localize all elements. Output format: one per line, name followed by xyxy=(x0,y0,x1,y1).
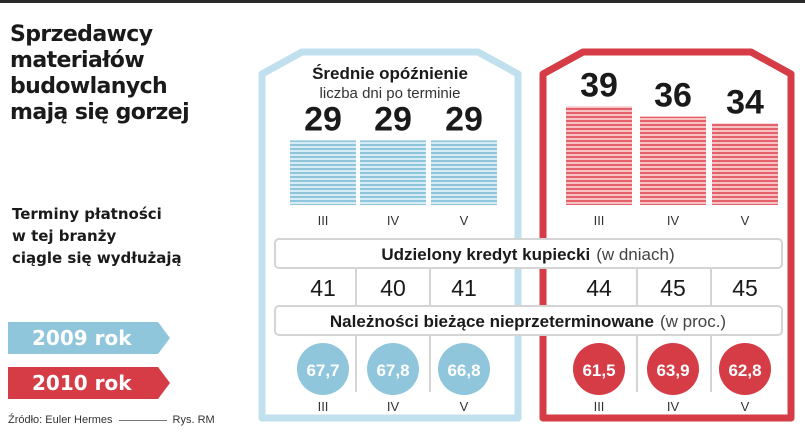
delay-section-title: Średnie opóźnienie xyxy=(312,64,468,83)
receivables-circle-2009-IV xyxy=(367,343,419,395)
month-label-top-2010-V: V xyxy=(741,213,750,228)
month-label-top-2009-III: III xyxy=(318,213,329,228)
receivables-circle-2009-III xyxy=(297,343,349,395)
delay-bar-2010-V xyxy=(712,123,778,205)
delay-value-2009-V: 29 xyxy=(445,100,483,138)
delay-bar-2009-III xyxy=(290,140,356,205)
receivables-band xyxy=(274,305,783,336)
credit-value-2009-IV: 40 xyxy=(380,275,406,301)
receivables-section-unit: (w proc.) xyxy=(660,312,726,331)
receivables-value-2010-V: 62,8 xyxy=(728,361,761,380)
month-label-top-2009-V: V xyxy=(460,213,469,228)
month-label-bottom-2010-III: III xyxy=(594,399,605,414)
credit-value-2009-V: 41 xyxy=(451,275,477,301)
credit-value-2010-IV: 45 xyxy=(660,275,686,301)
receivables-value-2009-V: 66,8 xyxy=(447,361,480,380)
delay-value-2009-III: 29 xyxy=(304,100,342,138)
receivables-section-title: Należności bieżące nieprzeterminowane xyxy=(330,312,654,331)
receivables-band-label: Należności bieżące nieprzeterminowane (w … xyxy=(330,312,726,331)
infographic-subtitle: Terminy płatności w tej branży ciągle si… xyxy=(12,205,182,267)
delay-bar-2009-IV xyxy=(360,140,426,205)
receivables-value-2010-IV: 63,9 xyxy=(656,361,689,380)
month-label-top-2010-IV: IV xyxy=(667,213,680,228)
receivables-circle-2009-V xyxy=(438,343,490,395)
month-label-bottom-2009-III: III xyxy=(318,399,329,414)
source-credit: Rys. RM xyxy=(172,414,215,426)
credit-band xyxy=(274,238,783,269)
receivables-circle-2010-V xyxy=(719,343,771,395)
month-label-top-2009-IV: IV xyxy=(387,213,400,228)
top-rule xyxy=(0,0,805,3)
credit-value-2010-III: 44 xyxy=(586,275,612,301)
receivables-value-2009-IV: 67,8 xyxy=(376,361,409,380)
receivables-value-2010-III: 61,5 xyxy=(582,361,615,380)
delay-value-2009-IV: 29 xyxy=(374,100,412,138)
delay-value-2010-V: 34 xyxy=(726,83,764,121)
legend-2010: 2010 rok xyxy=(8,367,170,399)
credit-section-unit: (w dniach) xyxy=(596,245,674,264)
month-label-top-2010-III: III xyxy=(594,213,605,228)
delay-bar-2010-III xyxy=(566,106,632,205)
source-text: Źródło: Euler Hermes xyxy=(8,414,113,426)
credit-value-2009-III: 41 xyxy=(310,275,336,301)
receivables-circle-2010-IV xyxy=(647,343,699,395)
delay-value-2010-IV: 36 xyxy=(654,77,692,115)
house-outline-2009 xyxy=(258,48,522,422)
receivables-circle-2010-III xyxy=(573,343,625,395)
delay-value-2010-III: 39 xyxy=(580,66,618,104)
chart-marks: 29 III 41 67,7 III 29 IV 40 67,8 IV 29 V 41 66,8 V 39 II… xyxy=(290,66,778,414)
legend-2009: 2009 rok xyxy=(8,322,170,354)
delay-bar-2010-IV xyxy=(640,116,706,205)
infographic-title: Sprzedawcy materiałów budowlanych mają s… xyxy=(10,22,190,125)
delay-section-unit: liczba dni po terminie xyxy=(320,85,461,102)
credit-value-2010-V: 45 xyxy=(732,275,758,301)
credit-section-title: Udzielony kredyt kupiecki xyxy=(381,245,590,264)
credit-band-label: Udzielony kredyt kupiecki (w dniach) xyxy=(381,245,674,264)
house-outline-2010 xyxy=(539,48,795,422)
column-separators xyxy=(355,268,712,392)
month-label-bottom-2010-V: V xyxy=(741,399,750,414)
receivables-value-2009-III: 67,7 xyxy=(306,361,339,380)
source-note: Źródło: Euler Hermes Rys. RM xyxy=(8,414,215,426)
source-rule xyxy=(118,419,167,421)
month-label-bottom-2009-IV: IV xyxy=(387,399,400,414)
month-label-bottom-2010-IV: IV xyxy=(667,399,680,414)
delay-bar-2009-V xyxy=(431,140,497,205)
month-label-bottom-2009-V: V xyxy=(460,399,469,414)
